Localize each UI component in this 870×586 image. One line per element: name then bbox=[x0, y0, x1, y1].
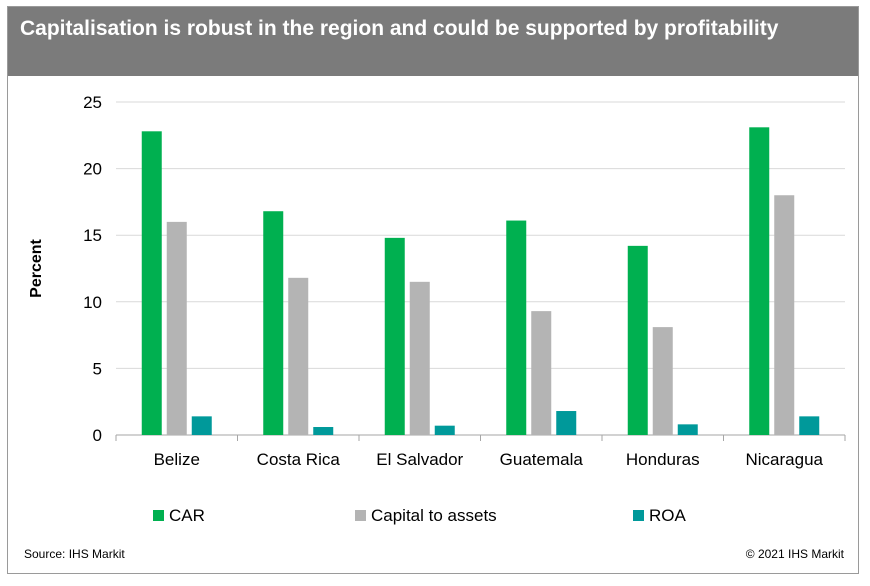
x-tick-label: Costa Rica bbox=[257, 450, 341, 469]
bar-car bbox=[627, 245, 648, 435]
y-tick-label: 0 bbox=[93, 426, 102, 445]
legend-swatch bbox=[355, 510, 366, 521]
legend-label: Capital to assets bbox=[371, 506, 497, 525]
y-tick-label: 20 bbox=[83, 160, 102, 179]
bar-car bbox=[141, 131, 162, 435]
bar-capital-to-assets bbox=[531, 311, 552, 435]
bar-car bbox=[384, 237, 405, 435]
bar-capital-to-assets bbox=[288, 277, 309, 435]
y-tick-label: 10 bbox=[83, 293, 102, 312]
bar-capital-to-assets bbox=[166, 221, 187, 435]
chart-header: Capitalisation is robust in the region a… bbox=[8, 7, 858, 76]
chart-frame: Capitalisation is robust in the region a… bbox=[7, 6, 859, 574]
chart-title: Capitalisation is robust in the region a… bbox=[20, 17, 779, 40]
bar-roa bbox=[434, 425, 455, 435]
x-tick-label: Honduras bbox=[626, 450, 700, 469]
x-tick-label: Belize bbox=[154, 450, 200, 469]
bar-roa bbox=[191, 416, 212, 435]
y-tick-label: 5 bbox=[93, 359, 102, 378]
x-tick-label: Nicaragua bbox=[746, 450, 824, 469]
bar-roa bbox=[677, 424, 698, 435]
y-axis-label: Percent bbox=[28, 238, 45, 297]
bar-roa bbox=[556, 411, 577, 435]
bar-capital-to-assets bbox=[652, 327, 673, 435]
bar-chart: 0 5 10 15 20 25 Belize Costa Rica El Salvador Gua… bbox=[28, 93, 846, 525]
legend-label: CAR bbox=[169, 506, 205, 525]
legend-swatch bbox=[153, 510, 164, 521]
bar-capital-to-assets bbox=[774, 195, 795, 435]
legend-label: ROA bbox=[649, 506, 687, 525]
copyright-note: © 2021 IHS Markit bbox=[745, 547, 844, 561]
bar-car bbox=[263, 211, 284, 435]
bar-capital-to-assets bbox=[409, 281, 430, 435]
legend-swatch bbox=[633, 510, 644, 521]
bar-car bbox=[749, 127, 770, 436]
x-tick-label: Guatemala bbox=[500, 450, 584, 469]
x-tick-label: El Salvador bbox=[376, 450, 463, 469]
y-tick-label: 15 bbox=[83, 226, 102, 245]
bar-roa bbox=[799, 416, 820, 435]
bar-roa bbox=[313, 427, 334, 435]
y-tick-label: 25 bbox=[83, 93, 102, 112]
bar-car bbox=[506, 220, 527, 435]
source-note: Source: IHS Markit bbox=[24, 547, 125, 561]
